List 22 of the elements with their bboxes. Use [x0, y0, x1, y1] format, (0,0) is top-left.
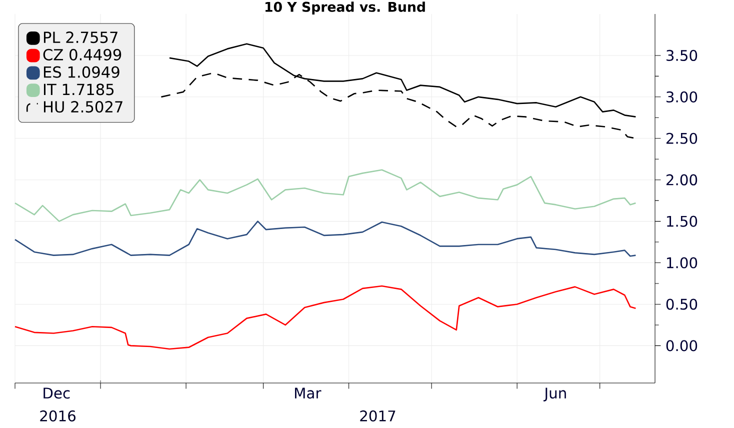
legend-label: IT 1.7185	[44, 84, 114, 96]
line-series	[14, 285, 636, 350]
legend-label: HU 2.5027	[44, 101, 122, 113]
y-tick-label: 0.50	[666, 298, 698, 310]
x-tick-label: Dec	[44, 388, 70, 399]
y-tick-label: 2.50	[666, 132, 698, 144]
y-tick-label: 1.50	[667, 216, 698, 227]
text: 2016	[40, 410, 76, 422]
y-tick-label: 2.00	[666, 174, 698, 186]
x-tick-label: Jun	[543, 388, 566, 402]
y-tick-label: 3.50	[666, 50, 698, 62]
legend-label: PL 2.7557	[44, 31, 118, 44]
x-tick-label: Mar	[295, 388, 322, 399]
text: 2017	[360, 410, 396, 422]
y-tick-label: 1.00	[667, 257, 698, 268]
chart-title: 10 Y Spread vs. Bund	[266, 2, 425, 15]
y-tick-label: 3.00	[666, 91, 698, 102]
legend-label: ES 1.0949	[44, 66, 120, 78]
line-series	[14, 169, 636, 222]
line-series	[14, 220, 636, 257]
legend-label: CZ 0.4499	[43, 48, 122, 60]
y-tick-label: 0.00	[666, 340, 698, 352]
